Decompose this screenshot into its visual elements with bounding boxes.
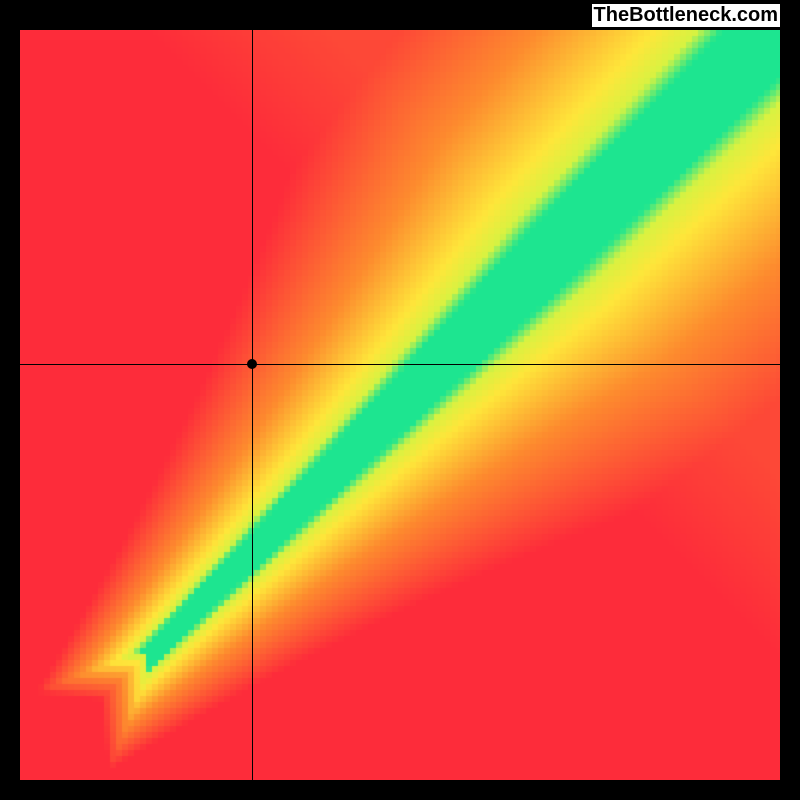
data-point-marker (247, 359, 257, 369)
watermark-text: TheBottleneck.com (592, 4, 780, 27)
heatmap-canvas (20, 30, 780, 780)
crosshair-vertical (252, 30, 253, 780)
plot-area (20, 30, 780, 780)
crosshair-horizontal (20, 364, 780, 365)
chart-container: TheBottleneck.com (0, 0, 800, 800)
